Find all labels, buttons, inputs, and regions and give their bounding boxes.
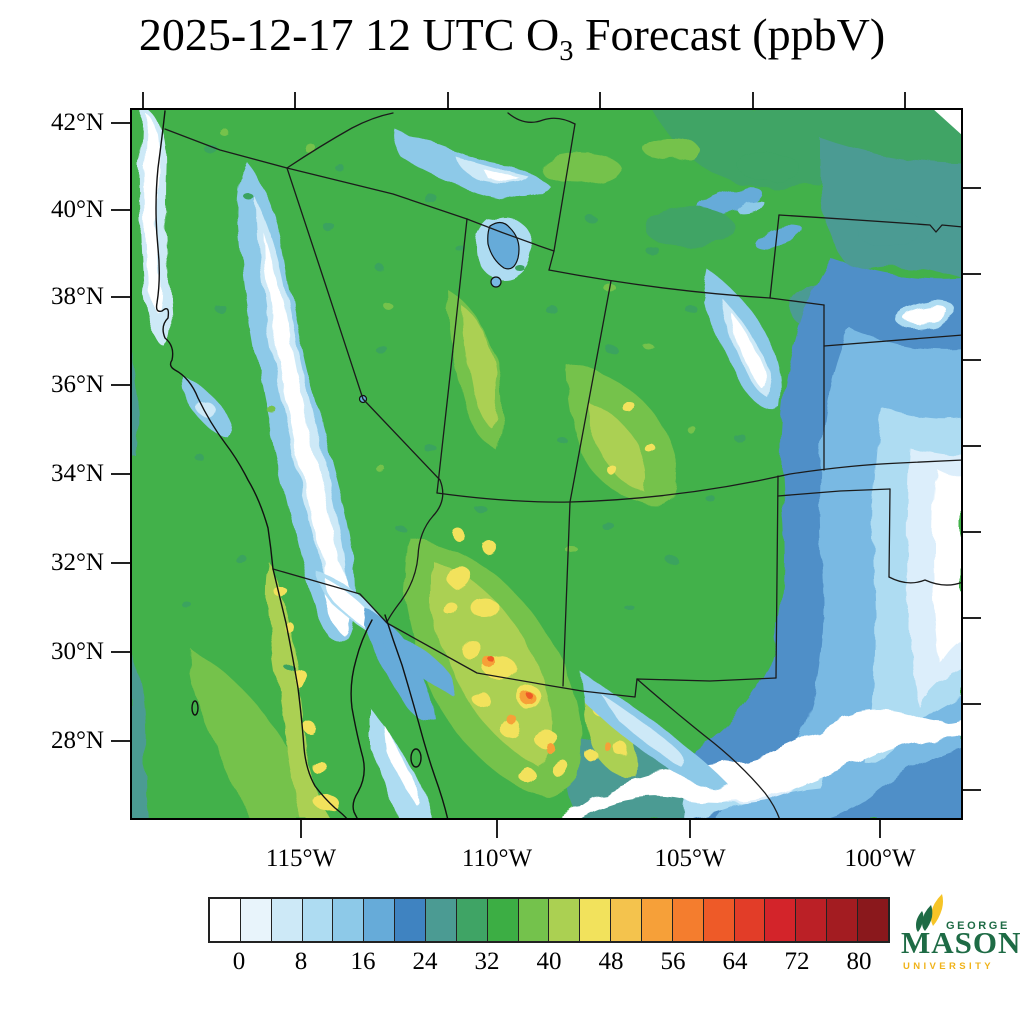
lakes: [358, 221, 520, 404]
lat-tick-mark: [111, 296, 130, 298]
title-prefix: 2025-12-17 12 UTC O: [138, 9, 560, 60]
colorbar-cell: [642, 899, 673, 941]
colorbar-cell: [487, 899, 519, 941]
right-tick-mark: [963, 187, 981, 189]
right-tick-mark: [963, 703, 981, 705]
coastlines: [155, 110, 449, 820]
gmu-logo: GEORGE MASON UNIVERSITY: [897, 894, 1022, 975]
colorbar: [208, 897, 890, 943]
top-tick-mark: [142, 92, 144, 108]
lat-tick-mark: [111, 209, 130, 211]
colorbar-cell: [395, 899, 427, 941]
colorbar-cell: [734, 899, 766, 941]
lat-tick-mark: [111, 740, 130, 742]
lon-tick-mark: [496, 820, 498, 838]
colorbar-cell: [364, 899, 396, 941]
state-borders: [164, 112, 963, 820]
colorbar-cell: [611, 899, 643, 941]
lat-tick-label: 34°N: [50, 460, 104, 487]
colorbar-cell: [827, 899, 859, 941]
colorbar-tick-label: 16: [350, 948, 376, 975]
lon-tick-mark: [689, 820, 691, 838]
lon-tick-mark: [879, 820, 881, 838]
lon-tick-label: 110°W: [461, 845, 533, 872]
top-tick-mark: [294, 92, 296, 108]
right-tick-mark: [963, 273, 981, 275]
colorbar-tick-label: 64: [722, 948, 748, 975]
lat-tick-mark: [111, 122, 130, 124]
colorbar-cell: [271, 899, 303, 941]
lat-tick-mark: [111, 562, 130, 564]
lat-tick-label: 30°N: [50, 638, 104, 665]
colorbar-cell: [240, 899, 272, 941]
lon-tick-mark: [300, 820, 302, 838]
top-tick-mark: [447, 92, 449, 108]
right-tick-mark: [963, 445, 981, 447]
colorbar-labels: 0 8 16 24 32 40 48 56 64 72 80: [208, 948, 890, 980]
colorbar-tick-label: 40: [536, 948, 562, 975]
domain-edge-wedge: [932, 108, 963, 136]
right-tick-mark: [963, 531, 981, 533]
lat-tick-label: 40°N: [50, 196, 104, 223]
gmu-logo-mason: MASON: [901, 925, 1022, 960]
lat-tick-label: 28°N: [50, 727, 104, 754]
colorbar-tick-label: 0: [232, 948, 246, 975]
top-tick-mark: [752, 92, 754, 108]
colorbar-tick-label: 56: [660, 948, 686, 975]
gmu-logo-university: UNIVERSITY: [903, 961, 995, 972]
colorbar-cell: [858, 899, 888, 941]
map-frame: [130, 108, 963, 820]
colorbar-tick-label: 80: [846, 948, 872, 975]
gmu-logo-george: GEORGE: [946, 920, 1010, 932]
top-tick-mark: [904, 92, 906, 108]
right-tick-mark: [963, 359, 981, 361]
lat-tick-label: 38°N: [50, 283, 104, 310]
colorbar-cell: [580, 899, 612, 941]
top-tick-mark: [599, 92, 601, 108]
colorbar-cell: [333, 899, 365, 941]
colorbar-tick-label: 72: [784, 948, 810, 975]
right-tick-mark: [963, 617, 981, 619]
colorbar-cell: [302, 899, 334, 941]
lat-tick-label: 32°N: [50, 549, 104, 576]
gmu-flame-icon: [916, 894, 943, 932]
colorbar-cell: [765, 899, 797, 941]
lat-tick-label: 36°N: [50, 371, 104, 398]
colorbar-cell: [426, 899, 457, 941]
title-subscript: 3: [559, 36, 574, 68]
colorbar-cell: [796, 899, 828, 941]
lat-tick-mark: [111, 473, 130, 475]
lat-tick-mark: [111, 651, 130, 653]
colorbar-cell: [672, 899, 704, 941]
colorbar-tick-label: 8: [294, 948, 308, 975]
map-plot-area: [130, 108, 963, 820]
colorbar-cell: [549, 899, 581, 941]
lat-tick-label: 42°N: [50, 109, 104, 136]
lat-tick-mark: [111, 384, 130, 386]
colorbar-cell: [456, 899, 488, 941]
forecast-map: [130, 108, 963, 820]
colorbar-tick-label: 48: [598, 948, 624, 975]
lon-tick-label: 100°W: [844, 845, 916, 872]
colorbar-tick-label: 24: [412, 948, 438, 975]
lon-tick-label: 105°W: [654, 845, 726, 872]
right-tick-mark: [963, 789, 981, 791]
colorbar-cell: [703, 899, 735, 941]
colorbar-tick-label: 32: [474, 948, 500, 975]
colorbar-cell: [518, 899, 550, 941]
figure-title: 2025-12-17 12 UTC O3 Forecast (ppbV): [0, 8, 1024, 68]
colorbar-cell: [210, 899, 241, 941]
lon-tick-label: 115°W: [265, 845, 337, 872]
title-suffix: Forecast (ppbV): [573, 9, 886, 60]
